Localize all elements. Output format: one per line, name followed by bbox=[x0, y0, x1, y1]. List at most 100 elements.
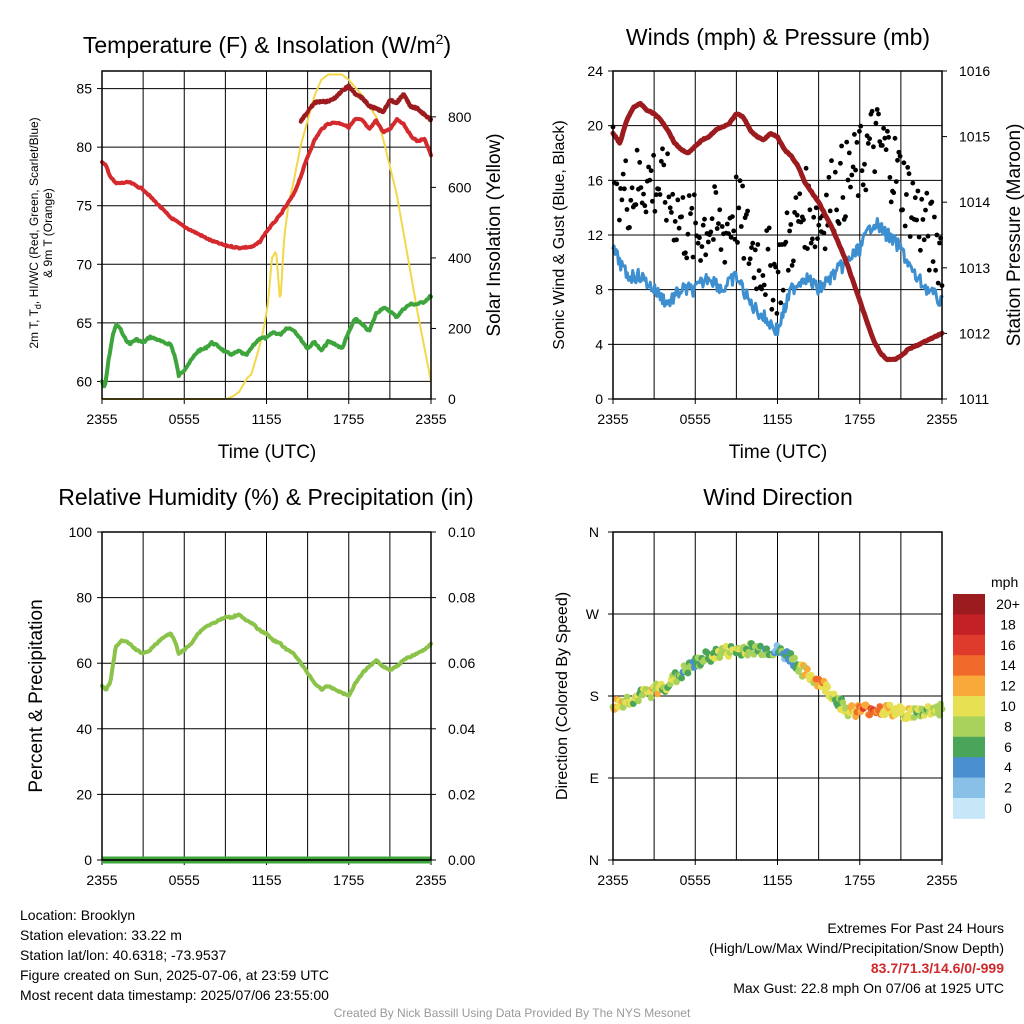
gust-point bbox=[726, 231, 731, 237]
y2-tick-label: 800 bbox=[448, 109, 472, 125]
gust-point bbox=[787, 228, 792, 234]
gust-point bbox=[709, 216, 715, 222]
gust-point bbox=[843, 214, 848, 220]
gust-point bbox=[915, 188, 921, 194]
gust-point bbox=[741, 256, 747, 261]
gust-point bbox=[650, 198, 655, 204]
gust-point bbox=[822, 246, 828, 252]
x-tick-label: 1155 bbox=[762, 411, 792, 427]
x-tick-label: 2355 bbox=[926, 411, 957, 427]
wind-direction-point bbox=[804, 665, 811, 673]
gust-point bbox=[667, 205, 673, 211]
gust-point bbox=[793, 195, 799, 201]
y2-tick-label: 0.04 bbox=[448, 721, 475, 737]
colorbar-label: 14 bbox=[1000, 657, 1016, 673]
colorbar-label: 0 bbox=[1004, 800, 1012, 816]
gust-point bbox=[932, 214, 937, 220]
station-elevation: Station elevation: 33.22 m bbox=[20, 927, 182, 943]
gust-point bbox=[906, 171, 912, 177]
x-tick-label: 2355 bbox=[86, 411, 117, 427]
gust-point bbox=[785, 267, 791, 273]
gust-point bbox=[920, 217, 926, 222]
gust-point bbox=[774, 311, 780, 316]
gust-point bbox=[679, 214, 684, 220]
gust-point bbox=[745, 208, 750, 214]
gust-point bbox=[914, 217, 919, 223]
gust-point bbox=[788, 222, 794, 227]
wind-direction-point bbox=[635, 697, 642, 705]
y2-tick-label: 1014 bbox=[959, 194, 990, 210]
gust-point bbox=[902, 223, 908, 229]
gust-point bbox=[674, 237, 679, 243]
x-tick-label: 1755 bbox=[333, 872, 364, 888]
gust-point bbox=[794, 212, 800, 218]
gust-point bbox=[738, 224, 744, 229]
gust-point bbox=[869, 108, 875, 114]
colorbar-swatch bbox=[953, 696, 985, 717]
gust-point bbox=[618, 186, 623, 191]
y2-tick-label: 0.02 bbox=[448, 786, 475, 802]
gust-point bbox=[855, 193, 861, 199]
gust-point bbox=[638, 185, 644, 191]
colorbar-title: mph bbox=[991, 574, 1018, 590]
y-tick-label: 100 bbox=[69, 524, 93, 540]
x-tick-label: 2355 bbox=[415, 411, 446, 427]
gust-point bbox=[711, 237, 716, 242]
colorbar-swatch bbox=[953, 777, 985, 799]
gust-point bbox=[736, 205, 742, 211]
gust-point bbox=[672, 219, 678, 224]
gust-point bbox=[623, 158, 629, 164]
gust-point bbox=[905, 165, 911, 170]
y-tick-label: W bbox=[586, 606, 600, 622]
pressure-ylabel: Station Pressure (Maroon) bbox=[1004, 124, 1024, 347]
colorbar-swatch bbox=[953, 594, 985, 615]
gust-point bbox=[933, 267, 938, 273]
x-tick-label: 2355 bbox=[415, 872, 446, 888]
gust-point bbox=[759, 286, 764, 292]
figure-created: Figure created on Sun, 2025-07-06, at 23… bbox=[20, 967, 329, 983]
y-tick-label: 12 bbox=[587, 227, 603, 243]
gust-point bbox=[664, 217, 669, 223]
gust-point bbox=[783, 239, 789, 245]
gust-point bbox=[907, 234, 913, 239]
gust-point bbox=[689, 205, 695, 211]
gust-point bbox=[653, 192, 659, 198]
pressure-line bbox=[610, 100, 945, 363]
gust-point bbox=[716, 221, 721, 227]
y-tick-label: E bbox=[590, 770, 599, 786]
gust-point bbox=[812, 244, 818, 250]
x-tick-label: 1755 bbox=[844, 872, 875, 888]
gust-point bbox=[857, 128, 862, 134]
humidity-panel-title: Relative Humidity (%) & Precipitation (i… bbox=[58, 484, 473, 510]
y-tick-label: N bbox=[589, 852, 599, 868]
gust-point bbox=[717, 207, 723, 213]
colorbar-label: 12 bbox=[1000, 678, 1016, 694]
gust-point bbox=[824, 192, 829, 198]
gust-point bbox=[695, 240, 701, 246]
gust-point bbox=[705, 239, 711, 245]
gust-point bbox=[669, 210, 674, 215]
gust-point bbox=[708, 229, 714, 235]
temperature-panel: Temperature (F) & Insolation (W/m2) 2355… bbox=[27, 31, 505, 463]
gust-point bbox=[642, 203, 648, 209]
gust-point bbox=[865, 141, 871, 146]
most-recent-timestamp: Most recent data timestamp: 2025/07/06 2… bbox=[20, 987, 329, 1003]
gust-point bbox=[737, 178, 743, 184]
x-tick-label: 1155 bbox=[251, 411, 281, 427]
gust-point bbox=[713, 190, 719, 195]
y2-tick-label: 0.00 bbox=[448, 852, 475, 868]
wind-direction-point bbox=[824, 683, 832, 691]
gust-point bbox=[768, 263, 773, 268]
gust-point bbox=[797, 191, 803, 197]
wind-direction-point bbox=[757, 642, 764, 650]
gust-point bbox=[879, 143, 885, 148]
gust-point bbox=[761, 282, 767, 288]
wind-direction-point bbox=[787, 650, 795, 657]
winds-ylabel: Sonic Wind & Gust (Blue, Black) bbox=[551, 120, 568, 349]
gust-point bbox=[853, 167, 858, 173]
y-tick-label: 70 bbox=[76, 256, 92, 272]
wind-direction-point bbox=[899, 705, 906, 713]
gust-point bbox=[683, 250, 688, 256]
gust-point bbox=[846, 150, 852, 156]
gust-point bbox=[614, 181, 620, 187]
